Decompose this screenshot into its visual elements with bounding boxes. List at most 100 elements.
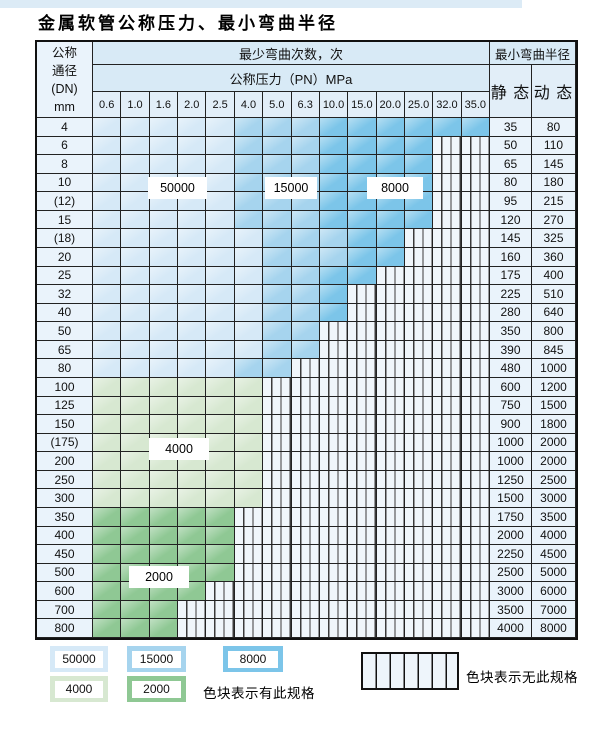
spec-cell xyxy=(178,340,207,360)
no-spec-cell xyxy=(404,303,434,323)
spec-cell xyxy=(206,266,235,286)
static-value: 120 xyxy=(490,210,532,230)
no-spec-cell xyxy=(291,582,320,601)
spec-cell xyxy=(234,173,264,193)
no-spec-cell xyxy=(433,452,462,471)
no-spec-cell xyxy=(319,470,349,490)
no-spec-cell xyxy=(263,433,292,453)
no-spec-cell xyxy=(291,563,320,583)
no-spec-cell xyxy=(291,377,320,397)
no-spec-cell xyxy=(234,545,264,564)
static-value: 80 xyxy=(490,173,532,193)
no-spec-cell xyxy=(348,489,377,508)
row-label: (18) xyxy=(37,229,93,248)
dynamic-value: 110 xyxy=(532,136,576,156)
spec-cell xyxy=(93,192,122,211)
static-value: 390 xyxy=(490,340,532,360)
no-spec-cell xyxy=(263,582,292,601)
spec-cell xyxy=(93,507,122,527)
spec-cell xyxy=(234,359,264,378)
no-spec-cell xyxy=(433,266,462,286)
no-spec-cell xyxy=(178,619,207,638)
spec-cell xyxy=(121,619,150,638)
no-spec-cell xyxy=(404,415,434,434)
spec-cell xyxy=(93,619,122,638)
spec-cell xyxy=(404,155,434,174)
spec-cell xyxy=(149,359,179,378)
dynamic-value: 270 xyxy=(532,210,576,230)
static-value: 750 xyxy=(490,396,532,416)
no-spec-cell xyxy=(319,619,349,638)
no-spec-cell xyxy=(433,136,462,156)
row-label: 400 xyxy=(37,526,93,546)
dynamic-value: 1800 xyxy=(532,415,576,434)
no-spec-cell xyxy=(433,173,462,193)
no-spec-cell xyxy=(319,340,349,360)
no-spec-cell xyxy=(263,619,292,638)
no-spec-cell xyxy=(348,415,377,434)
no-spec-cell xyxy=(433,600,462,620)
static-value: 95 xyxy=(490,192,532,211)
no-spec-cell xyxy=(319,600,349,620)
top-strip xyxy=(0,0,522,8)
spec-cell xyxy=(291,118,320,137)
spec-cell xyxy=(348,247,377,267)
region-label-50000: 50000 xyxy=(148,177,207,199)
no-spec-cell xyxy=(348,600,377,620)
no-spec-cell xyxy=(461,545,490,564)
no-spec-cell xyxy=(461,600,490,620)
spec-cell xyxy=(121,433,150,453)
no-spec-cell xyxy=(319,415,349,434)
legend-swatch-label: 50000 xyxy=(54,650,104,668)
static-value: 225 xyxy=(490,285,532,304)
no-spec-cell xyxy=(376,600,405,620)
no-spec-cell xyxy=(319,545,349,564)
dn-header-line: (DN) xyxy=(51,81,78,96)
no-spec-cell xyxy=(234,526,264,546)
spec-cell xyxy=(149,600,179,620)
no-spec-cell xyxy=(404,563,434,583)
spec-cell xyxy=(263,118,292,137)
spec-cell xyxy=(178,359,207,378)
spec-cell xyxy=(149,155,179,174)
no-spec-cell xyxy=(348,619,377,638)
pressure-tick: 25.0 xyxy=(404,92,434,118)
no-spec-cell xyxy=(319,396,349,416)
row-label: (12) xyxy=(37,192,93,211)
legend-swatch-label: 15000 xyxy=(131,650,182,668)
spec-table: 公称 通径 (DN) mm 最少弯曲次数，次 最小弯曲半径 公称压力（PN）MP… xyxy=(35,40,578,640)
spec-cell xyxy=(234,340,264,360)
spec-cell xyxy=(121,415,150,434)
spec-cell xyxy=(149,285,179,304)
static-value: 1000 xyxy=(490,452,532,471)
no-spec-cell xyxy=(319,489,349,508)
spec-cell xyxy=(178,470,207,490)
spec-cell xyxy=(149,470,179,490)
no-spec-cell xyxy=(376,285,405,304)
no-spec-cell xyxy=(319,433,349,453)
spec-cell xyxy=(121,470,150,490)
spec-cell xyxy=(93,285,122,304)
spec-cell xyxy=(121,303,150,323)
no-spec-cell xyxy=(291,489,320,508)
no-spec-cell xyxy=(263,377,292,397)
static-value: 4000 xyxy=(490,619,532,638)
static-value: 175 xyxy=(490,266,532,286)
row-label: 32 xyxy=(37,285,93,304)
spec-cell xyxy=(149,247,179,267)
spec-cell xyxy=(121,489,150,508)
static-value: 35 xyxy=(490,118,532,137)
spec-cell xyxy=(93,415,122,434)
no-spec-cell xyxy=(319,582,349,601)
spec-cell xyxy=(93,118,122,137)
spec-cell xyxy=(206,526,235,546)
pressure-tick: 5.0 xyxy=(263,92,292,118)
static-value: 3000 xyxy=(490,582,532,601)
spec-cell xyxy=(291,136,320,156)
spec-cell xyxy=(234,210,264,230)
spec-cell xyxy=(93,340,122,360)
row-label: 65 xyxy=(37,340,93,360)
spec-cell xyxy=(263,340,292,360)
spec-cell xyxy=(121,155,150,174)
spec-cell xyxy=(121,173,150,193)
